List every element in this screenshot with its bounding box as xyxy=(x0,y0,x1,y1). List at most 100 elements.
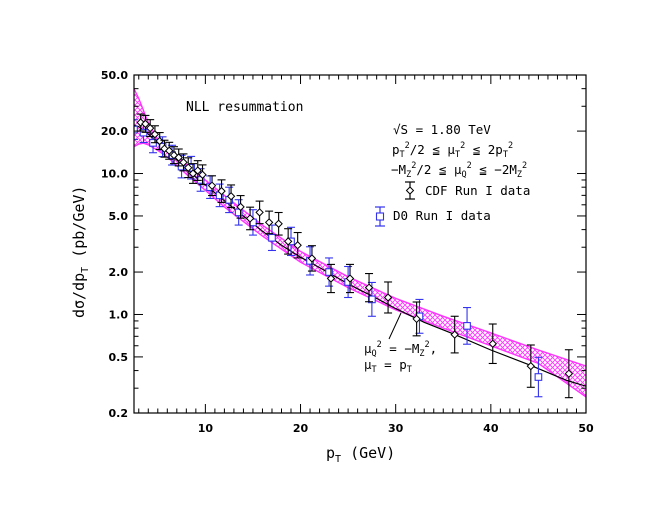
cdf-point xyxy=(165,141,174,160)
cdf-point xyxy=(526,344,536,388)
cdf-point xyxy=(255,200,264,225)
cdf-point xyxy=(184,157,193,179)
cdf-marker xyxy=(283,237,293,246)
y-tick-label: 0.5 xyxy=(109,351,129,364)
cdf-marker xyxy=(412,314,421,324)
cdf-point xyxy=(326,263,336,294)
cdf-point xyxy=(307,245,317,272)
y-tick-label: 5.0 xyxy=(109,210,129,223)
cdf-marker xyxy=(207,181,217,190)
cdf-point xyxy=(188,163,198,184)
cdf-point xyxy=(245,206,255,231)
cdf-point xyxy=(141,114,150,133)
cdf-point xyxy=(226,184,236,209)
cdf-marker xyxy=(174,153,183,162)
d0-point xyxy=(325,257,334,287)
scale-uncertainty-band xyxy=(134,88,586,397)
x-axis-title: pT (GeV) xyxy=(326,444,395,465)
annotation-title: NLL resummation xyxy=(186,100,303,115)
d0-point xyxy=(534,356,543,398)
x-tick-label: 10 xyxy=(198,422,214,435)
y-tick-label: 0.2 xyxy=(109,407,129,420)
cdf-point xyxy=(264,210,274,235)
band-lower-edge xyxy=(134,142,586,398)
cdf-marker xyxy=(307,254,317,263)
mu-q-range: −MZ2/2 ≦ μQ2 ≦ −2MZ2 xyxy=(391,161,527,180)
axis-tick-labels: 10 20 30 40 50 0.2 0.5 1.0 2.0 5.0 10.0 20.0 50.0 xyxy=(101,69,594,435)
cdf-point xyxy=(283,228,293,255)
cdf-marker xyxy=(236,202,245,212)
energy-label: √S = 1.80 TeV xyxy=(393,122,491,137)
legend-cdf-marker xyxy=(405,181,415,200)
d0-marker xyxy=(325,268,333,276)
d0-point xyxy=(463,307,472,345)
cdf-point xyxy=(488,323,497,365)
cdf-point xyxy=(145,119,155,138)
cdf-point xyxy=(179,153,188,172)
d0-marker xyxy=(134,125,138,134)
d0-marker xyxy=(268,233,276,242)
d0-marker xyxy=(463,322,471,330)
legend-d0-label: D0 Run I data xyxy=(393,208,491,223)
x-tick-label: 30 xyxy=(388,422,404,435)
cdf-point xyxy=(450,315,459,354)
cdf-marker xyxy=(145,123,155,133)
y-tick-label: 1.0 xyxy=(109,308,129,321)
cdf-marker xyxy=(526,361,536,371)
cdf-point xyxy=(217,179,226,203)
legend-d0-marker xyxy=(375,206,385,227)
mu-t-range: pT2/2 ≦ μT2 ≦ 2pT2 xyxy=(392,141,513,160)
cdf-point xyxy=(364,273,374,303)
cdf-marker xyxy=(193,166,202,175)
cdf-marker xyxy=(165,146,174,155)
curve-label-muq: μQ2 = −MZ2, xyxy=(364,340,437,359)
cdf-point xyxy=(412,301,421,337)
y-tick-label: 2.0 xyxy=(109,266,129,279)
legend: CDF Run I data D0 Run I data xyxy=(375,181,530,227)
cdf-marker xyxy=(136,118,145,127)
cdf-point xyxy=(236,195,245,219)
cdf-marker xyxy=(141,119,150,129)
plot-frame xyxy=(133,74,587,414)
cdf-marker xyxy=(188,169,198,178)
y-tick-label: 20.0 xyxy=(101,125,128,138)
cdf-point xyxy=(274,211,283,236)
cdf-point xyxy=(160,139,169,158)
cdf-point xyxy=(345,263,355,294)
cdf-point xyxy=(293,231,302,259)
cdf-marker xyxy=(364,283,374,292)
cdf-point xyxy=(207,175,217,197)
cdf-point xyxy=(383,281,393,314)
cdf-marker xyxy=(160,144,169,153)
x-tick-label: 20 xyxy=(293,422,309,435)
cdf-marker xyxy=(293,241,302,250)
legend-cdf-label: CDF Run I data xyxy=(425,183,530,198)
cdf-marker xyxy=(179,158,188,167)
cdf-marker xyxy=(255,208,264,217)
cdf-marker xyxy=(326,274,336,283)
cdf-marker xyxy=(564,369,574,378)
cdf-marker xyxy=(488,339,497,348)
curve-label-pointer xyxy=(388,312,402,340)
y-axis-title: dσ/dpT (pb/GeV) xyxy=(70,186,91,318)
cdf-marker xyxy=(274,219,283,228)
x-tick-label: 50 xyxy=(578,422,594,435)
x-tick-label: 40 xyxy=(483,422,499,435)
y-tick-label: 10.0 xyxy=(101,168,128,181)
cdf-point xyxy=(174,148,183,167)
axis-ticks xyxy=(134,74,587,414)
cdf-point xyxy=(193,160,202,181)
cdf-marker xyxy=(450,330,459,339)
cdf-marker xyxy=(226,192,236,201)
cdf-marker xyxy=(198,170,207,179)
cdf-marker xyxy=(264,218,274,227)
y-tick-label: 50.0 xyxy=(101,69,128,82)
cdf-marker xyxy=(383,293,393,302)
cdf-marker xyxy=(217,186,226,196)
cdf-marker xyxy=(345,274,355,283)
cdf-point xyxy=(198,164,207,186)
band-upper-edge xyxy=(134,88,586,367)
cdf-point xyxy=(564,349,574,399)
d0-marker xyxy=(534,373,543,381)
